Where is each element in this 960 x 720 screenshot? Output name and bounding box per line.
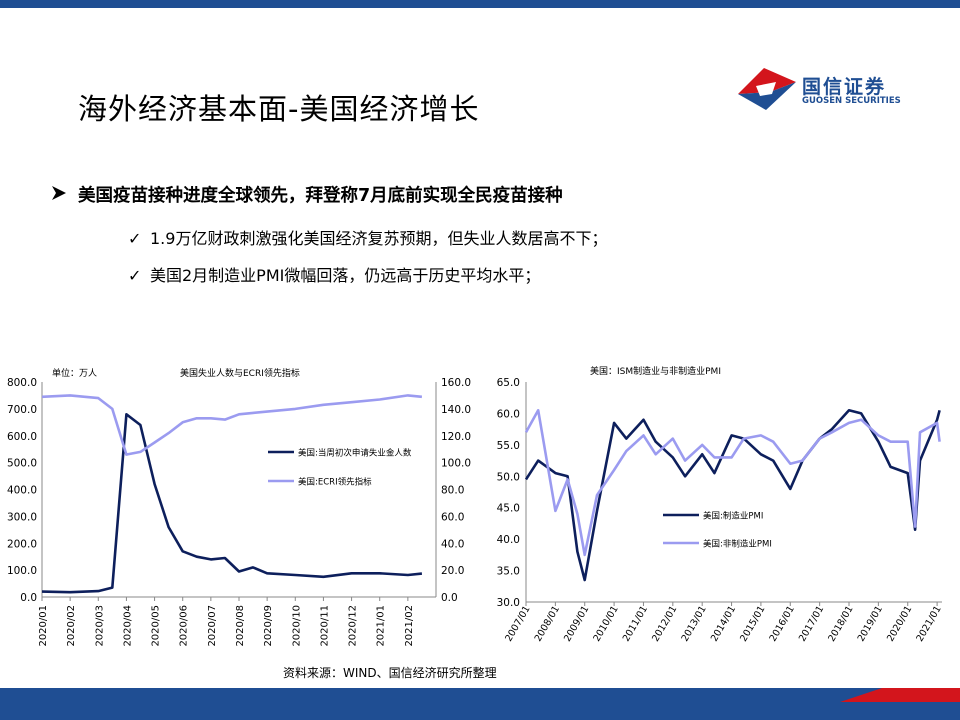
top-header-bar (0, 0, 960, 8)
chart2-x-tick-label: 2008/01 (533, 604, 562, 644)
guosen-logo-icon (738, 68, 796, 110)
chart1-x-tick-label: 2020/08 (235, 605, 246, 647)
subpoint-1-text: 1.9万亿财政刺激强化美国经济复苏预期，但失业人数居高不下； (150, 229, 608, 248)
unemployment-ecri-chart: 单位：万人 美国失业人数与ECRI领先指标 0.0 100.0 200.0 300.0 40… (7, 367, 471, 647)
chart1-left-tick-label: 700.0 (7, 404, 37, 416)
logo-text-cn: 国信证券 (802, 76, 887, 98)
slide-title: 海外经济基本面-美国经济增长 (78, 92, 480, 126)
main-bullet: 美国疫苗接种进度全球领先，拜登称7月底前实现全民疫苗接种 (50, 182, 563, 207)
chart2-y-tick-label: 40.0 (497, 534, 520, 546)
chart1-x-tick-label: 2020/03 (94, 605, 105, 647)
chart2-legend-label: 美国:制造业PMI (703, 511, 763, 522)
chart1-left-tick-label: 500.0 (7, 458, 37, 470)
logo-text-en: GUOSEN SECURITIES (802, 96, 901, 106)
chart1-legend-label: 美国:当周初次申请失业金人数 (298, 448, 412, 459)
chart2-x-tick-label: 2020/01 (885, 604, 914, 644)
arrow-bullet-icon (50, 185, 72, 206)
chart1-x-tick-label: 2020/10 (291, 605, 302, 647)
chart2-x-tick-label: 2017/01 (797, 604, 826, 644)
chart1-x-tick-label: 2020/02 (66, 605, 77, 647)
chart1-left-tick-label: 600.0 (7, 431, 37, 443)
chart2-y-tick-label: 30.0 (497, 597, 520, 609)
chart2-y-tick-label: 65.0 (497, 377, 520, 389)
chart1-right-tick-label: 120.0 (441, 431, 471, 443)
chart2-x-tick-label: 2014/01 (709, 604, 738, 644)
bottom-footer-bar (0, 688, 960, 720)
chart2-x-tick-label: 2009/01 (562, 604, 591, 644)
chart1-x-tick-label: 2020/01 (38, 605, 49, 647)
subpoint-2-text: 美国2月制造业PMI微幅回落，仍远高于历史平均水平； (150, 266, 541, 285)
chart1-title: 美国失业人数与ECRI领先指标 (180, 367, 300, 379)
chart2-x-tick-label: 2016/01 (768, 604, 797, 644)
chart1-x-tick-label: 2020/09 (263, 605, 274, 647)
chart1-x-tick-label: 2020/07 (207, 605, 218, 647)
chart1-left-tick-label: 100.0 (7, 565, 37, 577)
chart1-left-tick-label: 400.0 (7, 485, 37, 497)
subpoint-1: ✓ 1.9万亿财政刺激强化美国经济复苏预期，但失业人数居高不下； (128, 225, 607, 249)
chart1-x-tick-label: 2020/05 (151, 605, 162, 647)
chart2-y-tick-label: 45.0 (497, 503, 520, 515)
chart1-left-tick-label: 200.0 (7, 538, 37, 550)
chart1-right-tick-label: 40.0 (441, 538, 464, 550)
chart2-y-tick-label: 55.0 (497, 440, 520, 452)
subpoint-2: ✓ 美国2月制造业PMI微幅回落，仍远高于历史平均水平； (128, 262, 540, 286)
chart2-y-tick-label: 60.0 (497, 408, 520, 420)
chart1-x-tick-label: 2020/11 (319, 605, 330, 647)
chart1-unit-label: 单位：万人 (52, 367, 97, 379)
chart2-x-tick-label: 2019/01 (856, 604, 885, 644)
chart1-right-tick-label: 80.0 (441, 485, 464, 497)
chart1-x-tick-label: 2021/02 (404, 605, 415, 647)
chart1-x-tick-label: 2020/06 (179, 605, 190, 647)
company-logo: 国信证券 GUOSEN SECURITIES (736, 66, 926, 112)
chart2-title: 美国：ISM制造业与非制造业PMI (590, 365, 721, 377)
chart2-x-tick-label: 2012/01 (650, 604, 679, 644)
check-mark-icon: ✓ (128, 266, 142, 285)
source-note: 资料来源：WIND、国信经济研究所整理 (283, 666, 497, 680)
chart1-x-tick-label: 2021/01 (376, 605, 387, 647)
chart1-right-tick-label: 100.0 (441, 458, 471, 470)
chart2-x-tick-label: 2011/01 (621, 604, 650, 644)
check-mark-icon: ✓ (128, 229, 142, 248)
chart1-series-ecri (41, 394, 423, 456)
chart1-left-tick-label: 0.0 (20, 592, 37, 604)
chart2-series-non-manufacturing (524, 408, 941, 557)
chart1-x-tick-label: 2020/04 (122, 605, 133, 647)
chart2-legend-label: 美国:非制造业PMI (703, 539, 772, 550)
chart2-y-tick-label: 35.0 (497, 566, 520, 578)
chart1-series-claims (41, 412, 423, 594)
chart2-series-manufacturing (524, 408, 941, 582)
chart2-y-tick-label: 50.0 (497, 471, 520, 483)
chart2-x-tick-label: 2015/01 (738, 604, 767, 644)
chart1-right-tick-label: 20.0 (441, 565, 464, 577)
chart1-left-tick-label: 800.0 (7, 377, 37, 389)
chart1-left-tick-label: 300.0 (7, 511, 37, 523)
chart2-x-tick-label: 2018/01 (826, 604, 855, 644)
chart2-x-tick-label: 2021/01 (914, 604, 943, 644)
chart1-x-tick-label: 2020/12 (348, 605, 359, 647)
main-bullet-text: 美国疫苗接种进度全球领先，拜登称7月底前实现全民疫苗接种 (78, 186, 563, 206)
ism-pmi-chart: 美国：ISM制造业与非制造业PMI 30.0 35.0 40.0 45.0 50.0 55.… (497, 365, 944, 644)
chart1-right-tick-label: 0.0 (441, 592, 458, 604)
chart2-x-tick-label: 2010/01 (591, 604, 620, 644)
chart2-x-tick-label: 2013/01 (680, 604, 709, 644)
chart1-legend-label: 美国:ECRI领先指标 (298, 477, 372, 488)
chart1-right-tick-label: 160.0 (441, 377, 471, 389)
chart1-right-tick-label: 60.0 (441, 511, 464, 523)
chart2-x-tick-label: 2007/01 (503, 604, 532, 644)
chart1-right-tick-label: 140.0 (441, 404, 471, 416)
